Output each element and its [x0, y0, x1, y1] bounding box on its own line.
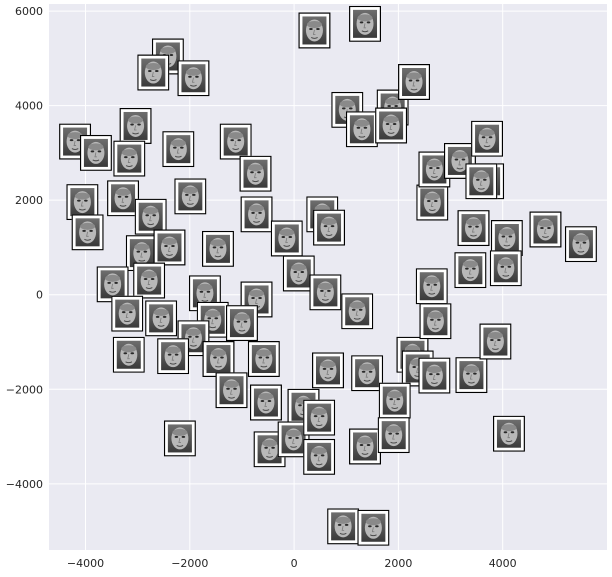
face-thumbnail-marker [153, 229, 186, 266]
face-thumbnail-marker [457, 210, 490, 247]
face-thumbnail-marker [327, 508, 360, 545]
face-thumbnail-marker [309, 274, 342, 311]
x-tick-label: 2000 [384, 557, 412, 570]
face-thumbnail-marker [174, 178, 207, 215]
face-thumbnail-marker [71, 214, 104, 251]
face-thumbnail-marker [418, 357, 451, 394]
face-thumbnail-marker [162, 131, 195, 168]
face-thumbnail-marker [377, 417, 410, 454]
face-thumbnail-marker [202, 341, 235, 378]
face-thumbnail-marker [298, 12, 331, 49]
face-thumbnail-marker [201, 230, 234, 267]
face-thumbnail-marker [341, 293, 374, 330]
face-thumbnail-marker [349, 428, 382, 465]
face-thumbnail-marker [378, 382, 411, 419]
face-thumbnail-marker [112, 336, 145, 373]
face-thumbnail-marker [247, 341, 280, 378]
face-thumbnail-marker [465, 163, 498, 200]
face-thumbnail-marker [479, 323, 512, 360]
face-thumbnail-marker [177, 60, 210, 97]
face-thumbnail-marker [134, 198, 167, 235]
face-thumbnail-marker [145, 300, 178, 337]
face-thumbnail-marker [419, 303, 452, 340]
face-thumbnail-marker [349, 5, 382, 42]
face-thumbnail-marker [157, 338, 190, 375]
face-thumbnail-marker [415, 268, 448, 305]
face-thumbnail-marker [239, 155, 272, 192]
face-thumbnail-marker [111, 295, 144, 332]
face-thumbnail-marker [303, 399, 336, 436]
y-tick-label: 6000 [15, 5, 43, 18]
face-thumbnail-marker [137, 54, 170, 91]
face-thumbnail-marker [219, 123, 252, 160]
face-thumbnail-marker [529, 211, 562, 248]
x-tick-label: 4000 [489, 557, 517, 570]
face-thumbnail-marker [471, 120, 504, 157]
face-thumbnail-marker [345, 111, 378, 148]
face-thumbnail-marker [357, 509, 390, 546]
face-thumbnail-marker [107, 180, 140, 217]
face-thumbnail-marker [489, 250, 522, 287]
face-thumbnail-marker [270, 220, 303, 257]
face-thumbnail-marker [119, 107, 152, 144]
face-thumbnail-marker [312, 352, 344, 389]
face-thumbnail-marker [113, 140, 146, 177]
face-thumbnail-marker [455, 357, 488, 394]
face-thumbnail-marker [375, 107, 408, 144]
face-thumbnail-marker [215, 372, 248, 409]
face-thumbnail-marker [454, 252, 487, 289]
face-thumbnail-marker [492, 415, 525, 452]
face-thumbnail-marker [133, 262, 166, 299]
x-tick-label: 0 [291, 557, 298, 570]
x-tick-label: −2000 [171, 557, 208, 570]
y-tick-label: 2000 [15, 194, 43, 207]
face-thumbnail-marker [564, 226, 597, 263]
y-tick-label: −2000 [6, 383, 43, 396]
tick-labels: −4000 −2000 0 2000 4000 6000 4000 2000 0 −2000 −40… [6, 5, 517, 570]
face-thumbnail-marker [313, 209, 346, 246]
face-thumbnail-marker [249, 384, 282, 421]
y-tick-label: 4000 [15, 100, 43, 113]
face-thumbnail-marker [79, 134, 112, 171]
y-tick-label: −4000 [6, 478, 43, 491]
face-thumbnail-marker [225, 305, 258, 342]
face-thumbnail-marker [416, 184, 449, 221]
x-tick-label: −4000 [67, 557, 104, 570]
face-thumbnail-marker [351, 355, 384, 392]
face-thumbnail-marker [163, 420, 196, 457]
y-tick-label: 0 [36, 289, 43, 302]
face-thumbnail-marker [398, 64, 431, 100]
face-thumbnail-marker [240, 196, 273, 233]
face-thumbnail-marker [303, 438, 336, 475]
